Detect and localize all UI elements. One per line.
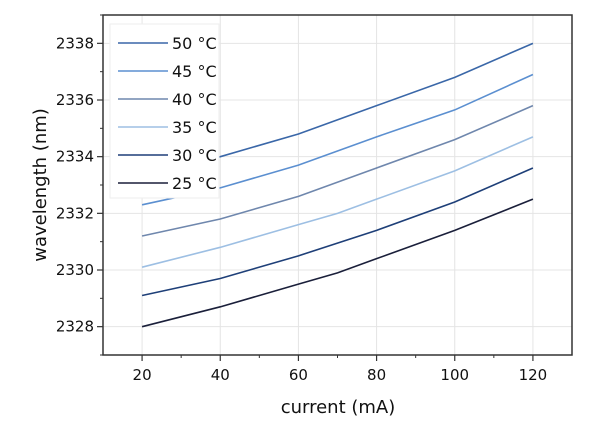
x-axis-label: current (mA) xyxy=(281,397,396,418)
y-axis-label: wavelength (nm) xyxy=(30,108,51,262)
y-tick-label: 2328 xyxy=(56,318,94,336)
legend-label: 25 °C xyxy=(172,174,217,193)
x-tick-label: 40 xyxy=(211,366,230,384)
y-tick-label: 2330 xyxy=(56,261,94,279)
x-tick-label: 80 xyxy=(367,366,386,384)
x-tick-label: 20 xyxy=(133,366,152,384)
x-tick-label: 100 xyxy=(440,366,469,384)
y-tick-label: 2336 xyxy=(56,91,94,109)
legend-label: 45 °C xyxy=(172,62,217,81)
series-line xyxy=(141,198,534,328)
series-line xyxy=(141,167,534,297)
y-tick-label: 2334 xyxy=(56,148,94,166)
y-tick-label: 2332 xyxy=(56,204,94,222)
y-tick-label: 2338 xyxy=(56,34,94,52)
legend-box xyxy=(109,23,220,199)
series-line xyxy=(141,136,534,268)
ticks: 20 40 60 80 100 120 2328 2330 2332 2334 2336 2338 xyxy=(56,14,548,384)
x-tick-label: 60 xyxy=(289,366,308,384)
legend-label: 50 °C xyxy=(172,34,217,53)
legend: 50 °C 45 °C 40 °C 35 °C 30 °C 25 °C xyxy=(109,23,220,199)
x-tick-label: 120 xyxy=(519,366,548,384)
series-line xyxy=(141,104,534,237)
legend-label: 40 °C xyxy=(172,90,217,109)
legend-label: 30 °C xyxy=(172,146,217,165)
legend-label: 35 °C xyxy=(172,118,217,137)
